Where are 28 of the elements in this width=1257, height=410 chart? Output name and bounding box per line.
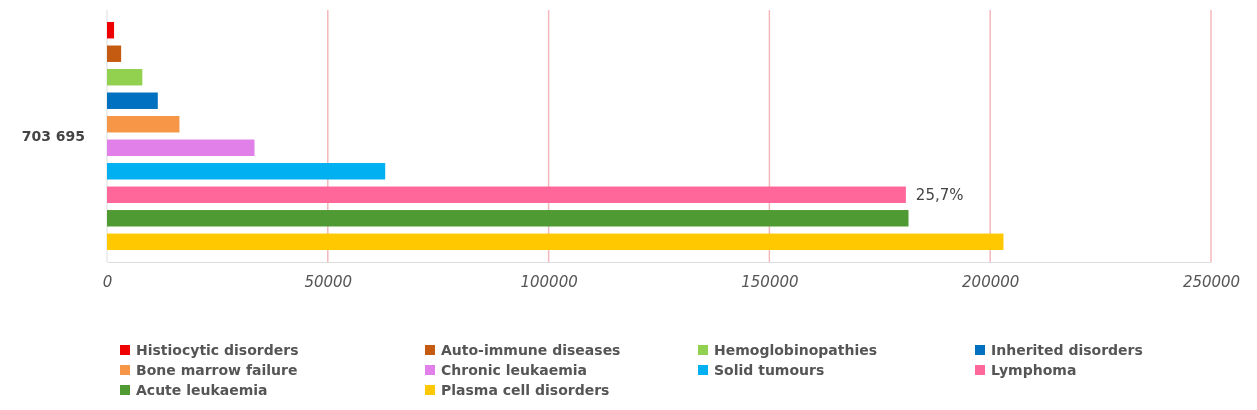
bar — [107, 163, 386, 180]
legend-label: Lymphoma — [991, 361, 1077, 378]
y-axis-title: 703 695 — [21, 127, 85, 144]
bar — [107, 45, 122, 62]
x-tick-label: 0 — [102, 272, 113, 291]
bar — [107, 139, 255, 156]
x-tick-label: 150000 — [741, 272, 799, 291]
bar — [107, 233, 1004, 250]
legend-label: Inherited disorders — [991, 341, 1143, 358]
bar — [107, 69, 143, 86]
x-tick-label: 200000 — [962, 272, 1020, 291]
x-tick-label: 100000 — [520, 272, 578, 291]
annotation: 25,7% — [915, 186, 964, 205]
x-tick-label: 250000 — [1182, 272, 1241, 291]
x-tick-label: 50000 — [304, 272, 353, 291]
bar — [107, 22, 115, 39]
bar — [107, 92, 158, 109]
legend-label: Chronic leukaemia — [441, 361, 588, 378]
legend-label: Histiocytic disorders — [136, 341, 299, 358]
legend-label: Solid tumours — [714, 361, 825, 378]
legend-label: Acute leukaemia — [136, 381, 268, 398]
bar — [107, 116, 180, 133]
legend-label: Plasma cell disorders — [441, 381, 610, 398]
bar — [107, 186, 906, 203]
legend-label: Hemoglobinopathies — [714, 341, 878, 358]
bar — [107, 210, 909, 227]
legend-label: Bone marrow failure — [136, 361, 298, 378]
legend-label: Auto-immune diseases — [441, 341, 621, 358]
